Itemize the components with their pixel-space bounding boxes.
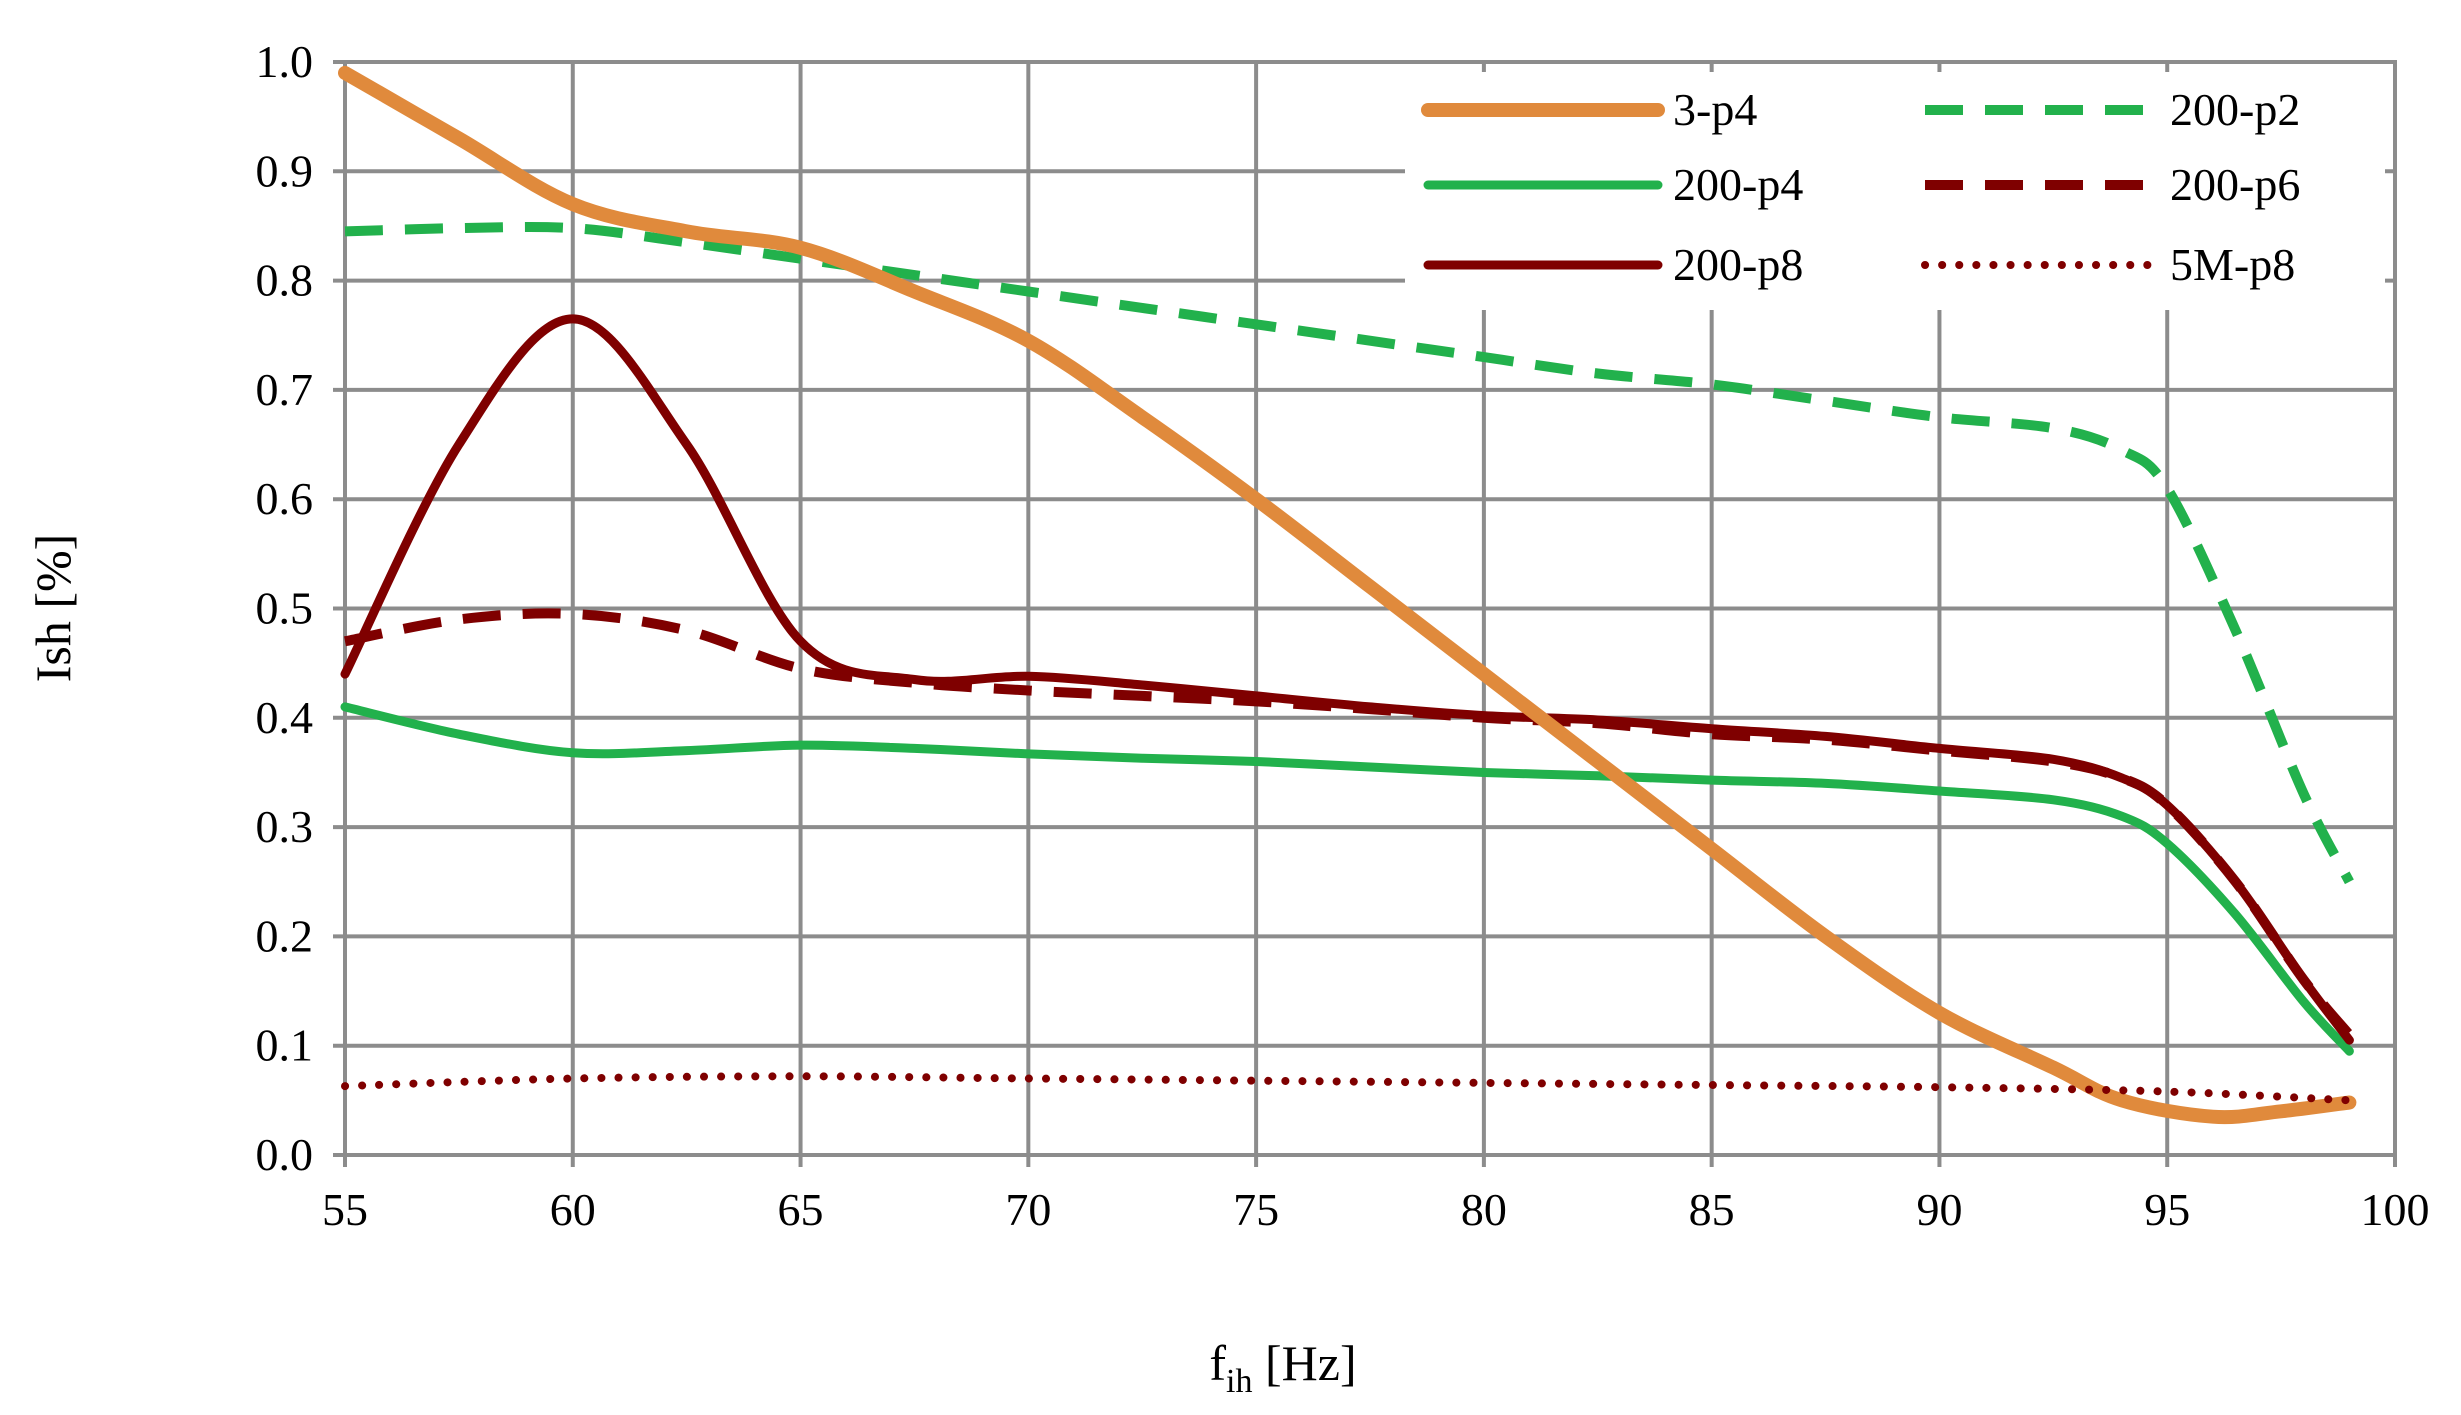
x-tick-label: 70 [1005,1184,1051,1235]
x-tick-label: 90 [1916,1184,1962,1235]
y-tick-label: 0.0 [256,1129,314,1180]
x-tick-label: 60 [550,1184,596,1235]
y-tick-label: 0.4 [256,692,314,743]
x-axis-title-unit: [Hz] [1253,1335,1357,1391]
tick-labels: 55 60 65 70 75 80 85 90 95 100 0.0 0.1 0.2 0.3 0.4 0.5 0… [256,36,2430,1235]
x-tick-label: 85 [1689,1184,1735,1235]
x-axis-title-subscript: ih [1226,1363,1252,1400]
y-tick-label: 0.5 [256,583,314,634]
x-tick-label: 55 [322,1184,368,1235]
legend-label-3-p4: 3-p4 [1673,84,1757,135]
series-line-3-p4 [338,65,2357,1125]
x-axis-title-main: f [1209,1335,1226,1391]
y-tick-label: 0.9 [256,145,314,196]
legend-label-200-p4: 200-p4 [1673,159,1803,210]
y-tick-label: 0.3 [256,801,314,852]
series-line-200-p2 [344,221,2354,885]
y-tick-label: 0.2 [256,910,314,961]
legend-label-200-p6: 200-p6 [2170,159,2300,210]
plot-border [343,60,2397,1157]
series-line-200-p4 [340,702,2354,1056]
x-tick-label: 100 [2361,1184,2430,1235]
series-line-5M-p8 [341,1072,2354,1105]
legend-label-5M-p8: 5M-p8 [2170,239,2295,290]
y-tick-label: 0.1 [256,1020,314,1071]
y-axis-title: Ish [%] [25,534,81,683]
y-tick-label: 0.7 [256,364,314,415]
legend: 3-p4 200-p2 200-p4 200-p6 200-p8 5M-p8 [1421,84,2300,290]
series-line-200-p8 [340,314,2354,1045]
y-tick-label: 0.6 [256,473,314,524]
x-axis-title: fih [Hz] [1209,1335,1356,1400]
legend-label-200-p2: 200-p2 [2170,84,2300,135]
legend-label-200-p8: 200-p8 [1673,239,1803,290]
x-tick-label: 75 [1233,1184,1279,1235]
x-tick-label: 80 [1461,1184,1507,1235]
data-series [338,65,2357,1125]
y-tick-label: 1.0 [256,36,314,87]
x-tick-label: 95 [2144,1184,2190,1235]
x-tick-label: 65 [778,1184,824,1235]
y-tick-label: 0.8 [256,255,314,306]
